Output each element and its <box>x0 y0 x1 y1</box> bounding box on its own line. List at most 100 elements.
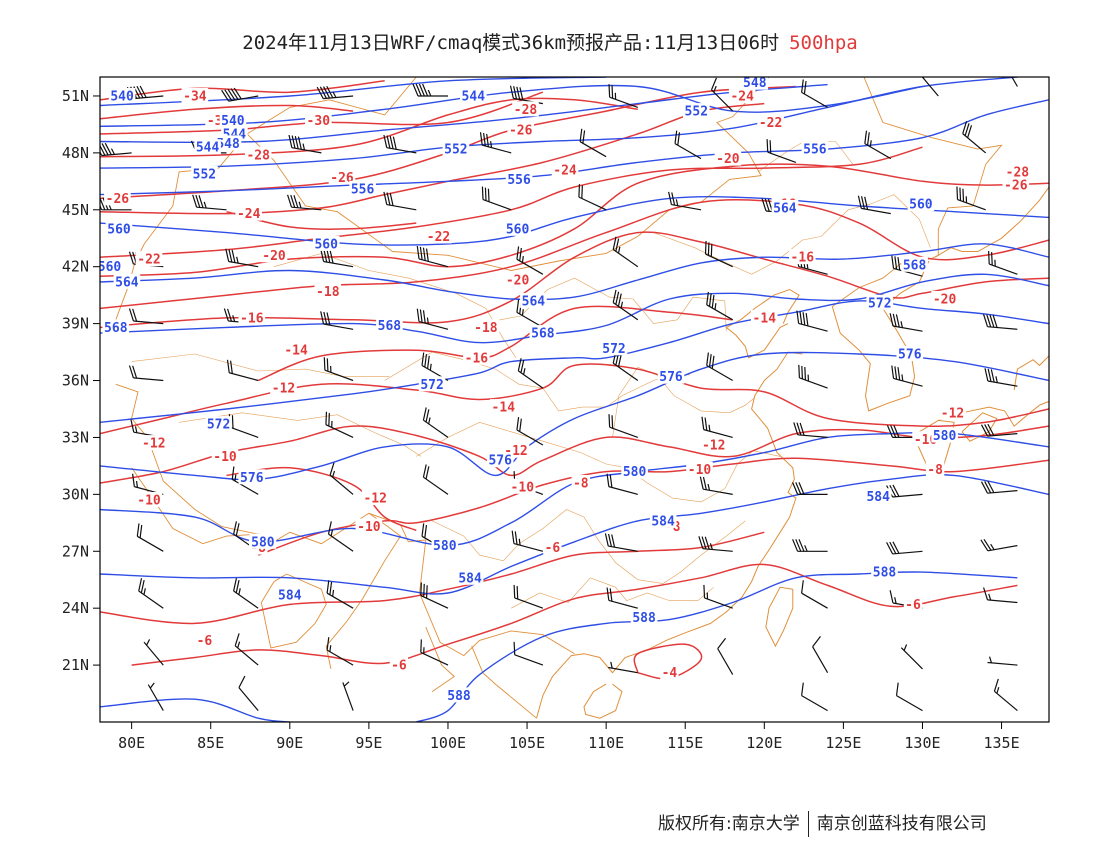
barb-staff <box>703 488 733 495</box>
height-label: 588 <box>447 689 471 704</box>
barb-staff <box>291 206 322 211</box>
barb-staff <box>801 91 828 108</box>
height-label: 576 <box>488 454 512 469</box>
temperature-contour <box>257 305 733 382</box>
barb-full <box>329 250 334 264</box>
barb-full <box>892 484 900 497</box>
barb-staff <box>420 651 449 666</box>
barb-staff <box>892 493 923 498</box>
height-contour <box>100 698 290 722</box>
barb-staff <box>987 490 1018 494</box>
barb-full <box>612 289 617 303</box>
barb-half <box>330 529 334 537</box>
height-label: 576 <box>659 370 683 385</box>
height-label-bg <box>418 376 446 392</box>
barb-full <box>710 243 713 257</box>
barb-staff <box>418 320 449 330</box>
height-label: 556 <box>351 182 375 197</box>
height-label: 552 <box>444 143 467 158</box>
coastline <box>765 586 794 648</box>
temperature-label: -14 <box>492 401 516 416</box>
height-label-bg <box>191 165 218 181</box>
wind-barb <box>513 584 544 609</box>
barb-half <box>110 148 115 155</box>
wind-barb <box>606 473 638 495</box>
temperature-label-bg <box>509 478 536 494</box>
barb-full <box>425 466 430 480</box>
province-boundary <box>511 577 714 609</box>
temperature-label: -6 <box>391 659 407 674</box>
temperature-label-bg <box>463 349 490 365</box>
temperature-label: -10 <box>688 463 712 478</box>
barb-full <box>136 523 140 537</box>
barb-staff <box>994 690 1018 712</box>
lon-tick-label: 95E <box>355 734 382 752</box>
wind-barb <box>886 484 923 498</box>
barb-staff <box>893 267 923 277</box>
credit-owner: 版权所有:南京大学 <box>658 814 800 834</box>
height-contour <box>100 473 1049 595</box>
barb-staff <box>918 77 939 97</box>
temperature-contour <box>100 104 354 120</box>
barb-full <box>990 369 995 383</box>
temperature-label: -26 <box>509 124 533 139</box>
wind-barb <box>316 85 354 100</box>
barb-full <box>886 425 894 438</box>
barb-full <box>424 354 428 368</box>
barb-staff <box>671 203 702 211</box>
temperature-label-bg <box>104 190 131 206</box>
temperature-label: -26 <box>330 171 354 186</box>
temperature-label-bg <box>305 112 332 128</box>
barb-staff <box>797 434 828 438</box>
temperature-label: -10 <box>137 494 161 509</box>
barb-staff <box>133 320 164 325</box>
wind-barb <box>509 85 544 105</box>
barb-staff <box>516 258 544 275</box>
lon-tick-label: 110E <box>588 734 624 752</box>
barb-staff <box>324 369 354 382</box>
lat-tick-label: 27N <box>62 542 89 560</box>
wind-barb <box>136 523 164 552</box>
barb-full <box>764 198 770 212</box>
temperature-label-bg <box>903 596 923 612</box>
barb-full <box>516 417 520 431</box>
barb-half <box>707 483 711 491</box>
temperature-label: -16 <box>240 311 264 326</box>
barb-staff <box>612 362 639 381</box>
temperature-label: -14 <box>284 344 308 359</box>
height-label-bg <box>801 141 829 157</box>
barb-full <box>516 586 519 600</box>
temperature-label: -12 <box>941 406 964 421</box>
barb-full <box>192 194 198 208</box>
barb-full <box>993 678 999 692</box>
height-label: 544 <box>462 90 486 105</box>
barb-staff <box>702 548 733 552</box>
barb-full <box>226 359 230 373</box>
barb-half <box>521 309 524 316</box>
barb-staff <box>892 550 923 555</box>
temperature-label: -34 <box>183 90 207 105</box>
barb-full <box>420 639 422 653</box>
barb-half <box>903 644 908 651</box>
barb-full <box>482 132 486 147</box>
height-label-bg <box>456 569 484 585</box>
barb-full <box>711 295 715 309</box>
barb-full <box>1003 56 1016 66</box>
height-contour <box>100 77 1018 169</box>
barb-full <box>615 291 620 305</box>
barb-half <box>610 661 613 669</box>
barb-full <box>418 83 425 97</box>
temperature-label-bg <box>571 475 590 490</box>
barb-full <box>130 419 135 433</box>
barb-staff <box>612 249 639 268</box>
wind-barb <box>674 130 702 160</box>
height-label-bg <box>214 135 242 151</box>
temperature-label-bg <box>135 251 163 267</box>
barb-full <box>918 64 930 76</box>
barb-full <box>798 539 805 552</box>
wind-barb <box>983 587 1018 604</box>
barb-full <box>198 195 204 208</box>
temperature-label: -30 <box>307 114 331 129</box>
height-label: 580 <box>623 465 647 480</box>
